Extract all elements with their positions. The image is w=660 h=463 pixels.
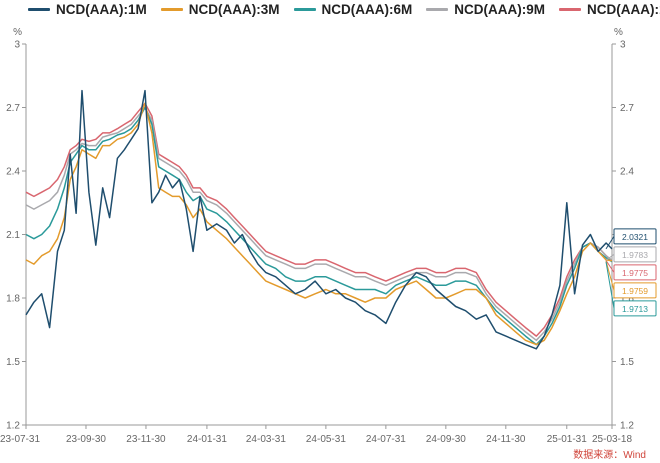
end-label-value: 1.9759 — [622, 286, 648, 296]
source-note: 数据来源：Wind — [573, 450, 646, 461]
y-tick-label-left: 1.8 — [6, 294, 20, 305]
y-tick-label-left: 1.5 — [6, 357, 20, 368]
y-tick-label-right: 2.7 — [620, 103, 634, 114]
x-tick-label: 23-11-30 — [126, 434, 166, 445]
x-tick-label: 23-07-31 — [0, 434, 40, 445]
legend-swatch — [426, 8, 449, 11]
legend-swatch — [559, 8, 581, 11]
y-tick-label-left: 1.2 — [6, 421, 20, 432]
end-label-connector — [605, 253, 615, 261]
end-label-value: 1.9783 — [622, 250, 648, 260]
x-tick-label: 24-01-31 — [187, 434, 227, 445]
y-tick-label-left: 3 — [14, 40, 20, 51]
end-label-value: 1.9775 — [622, 268, 648, 278]
y-tick-label-right: 1.8 — [620, 294, 634, 305]
legend-label: NCD(AAA):1M — [56, 2, 147, 17]
end-label-box — [613, 282, 657, 299]
y-unit-left: % — [13, 27, 22, 38]
legend-item[interactable]: NCD(AAA):1Y — [559, 2, 660, 17]
end-label-connector — [605, 260, 615, 273]
x-tick-label: 24-05-31 — [306, 434, 346, 445]
series-line-NCD(AAA):9M — [25, 106, 613, 342]
legend-item[interactable]: NCD(AAA):3M — [160, 2, 280, 17]
end-label-connector — [605, 236, 615, 250]
y-unit-right: % — [614, 27, 623, 38]
end-label-connector — [605, 261, 615, 309]
legend-label: NCD(AAA):1Y — [587, 2, 660, 17]
legend-swatch — [28, 8, 50, 11]
end-label-box — [613, 246, 657, 263]
legend-label: NCD(AAA):6M — [321, 2, 413, 17]
series-line-NCD(AAA):1M — [25, 89, 613, 350]
y-tick-label-right: 3 — [620, 40, 626, 51]
end-label-value: 2.0321 — [622, 232, 648, 242]
x-tick-label: 25-03-18 — [592, 434, 632, 445]
y-tick-label-right: 1.2 — [620, 421, 634, 432]
series-line-NCD(AAA):3M — [25, 102, 613, 346]
series-line-NCD(AAA):6M — [25, 106, 613, 346]
chart-legend: NCD(AAA):1M NCD(AAA):3M NCD(AAA):6M NCD(AAA… — [28, 2, 660, 17]
series-line-NCD(AAA):1Y — [25, 102, 613, 337]
x-tick-label: 24-03-31 — [246, 434, 286, 445]
y-tick-label-right: 1.5 — [620, 357, 634, 368]
end-label-box — [613, 228, 657, 245]
legend-label: NCD(AAA):9M — [454, 2, 545, 17]
end-label-box — [613, 264, 657, 281]
end-label-value: 1.9713 — [622, 304, 648, 314]
x-tick-label: 25-01-31 — [547, 434, 587, 445]
end-label-connector — [605, 260, 615, 291]
x-tick-label: 24-11-30 — [486, 434, 526, 445]
y-tick-label-right: 2.4 — [620, 167, 634, 178]
x-tick-label: 24-09-30 — [426, 434, 466, 445]
y-tick-label-left: 2.4 — [6, 167, 20, 178]
x-tick-label: 24-07-31 — [366, 434, 406, 445]
y-tick-label-left: 2.1 — [6, 230, 20, 241]
legend-item[interactable]: NCD(AAA):1M — [28, 2, 147, 17]
legend-item[interactable]: NCD(AAA):9M — [426, 2, 545, 17]
x-tick-label: 23-09-30 — [66, 434, 106, 445]
end-label-box — [613, 300, 657, 317]
legend-swatch — [293, 8, 316, 11]
y-tick-label-left: 2.7 — [6, 103, 20, 114]
legend-item[interactable]: NCD(AAA):6M — [293, 2, 413, 17]
legend-swatch — [160, 8, 183, 11]
legend-label: NCD(AAA):3M — [188, 2, 280, 17]
